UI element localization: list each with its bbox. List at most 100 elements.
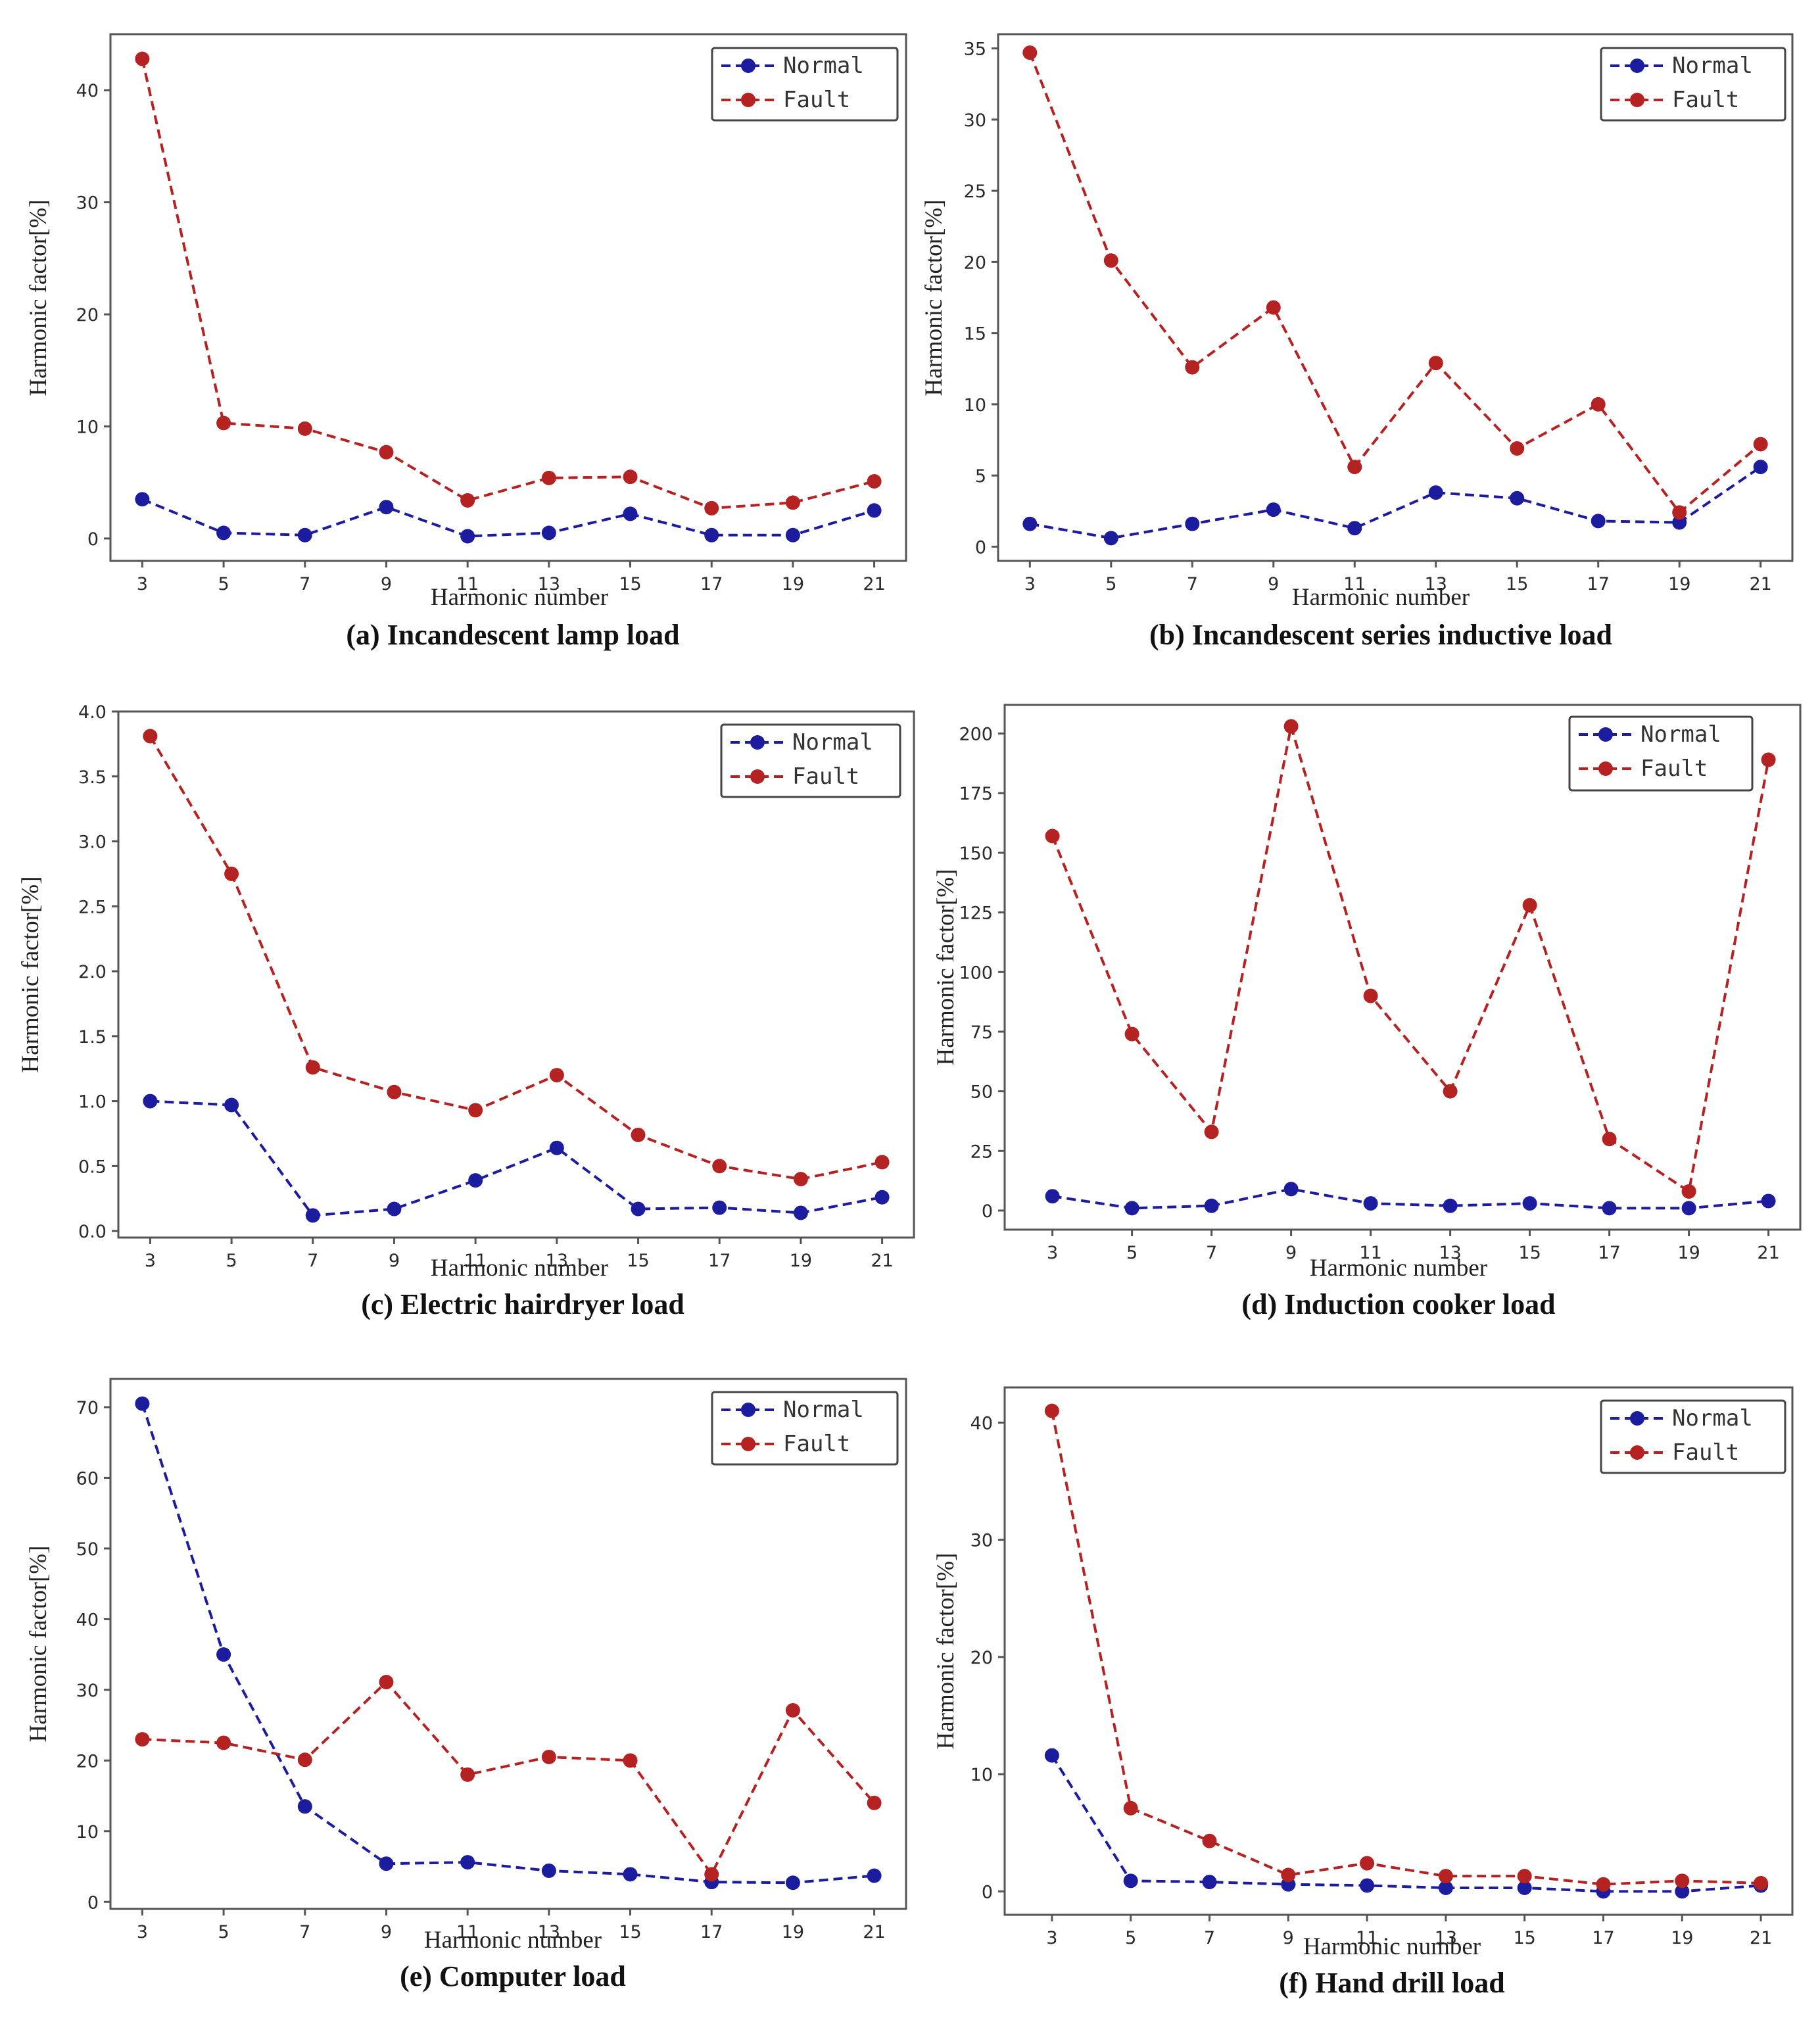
data-point-normal xyxy=(1522,1196,1537,1211)
data-point-normal xyxy=(1347,521,1362,536)
data-point-fault xyxy=(1202,1833,1217,1848)
series-line-fault xyxy=(142,1680,876,1877)
y-tick-label: 125 xyxy=(959,903,993,924)
x-tick-label: 13 xyxy=(1439,1243,1461,1263)
data-point-fault xyxy=(1681,1184,1696,1199)
data-point-fault xyxy=(1438,1869,1453,1884)
data-point-normal xyxy=(785,527,800,542)
data-point-fault xyxy=(1672,505,1687,520)
data-point-fault xyxy=(379,445,394,460)
x-axis-label: Harmonic number xyxy=(424,1927,602,1954)
x-tick-label: 17 xyxy=(1598,1243,1620,1263)
x-tick-label: 19 xyxy=(790,1251,812,1271)
data-point-normal xyxy=(549,1140,564,1155)
x-tick-label: 15 xyxy=(619,574,641,594)
y-tick-label: 30 xyxy=(970,1531,993,1551)
y-tick-label: 50 xyxy=(970,1082,993,1103)
data-point-normal xyxy=(1428,485,1443,500)
legend-marker-fault xyxy=(750,769,765,784)
data-point-fault xyxy=(143,729,158,744)
legend-marker-fault xyxy=(741,93,755,107)
legend-marker-normal xyxy=(741,59,755,73)
data-point-fault xyxy=(135,51,150,66)
data-point-fault xyxy=(460,1767,475,1782)
y-axis-label: Harmonic factor[%] xyxy=(932,869,959,1066)
y-tick-label: 40 xyxy=(76,81,99,101)
legend-marker-normal xyxy=(741,1403,755,1417)
data-point-normal xyxy=(297,1799,312,1814)
y-tick-label: 0.5 xyxy=(78,1157,107,1177)
y-tick-label: 40 xyxy=(970,1413,993,1433)
x-axis-label: Harmonic number xyxy=(1310,1255,1487,1282)
legend-entry-normal: Normal xyxy=(783,53,864,79)
data-point-normal xyxy=(1681,1201,1696,1216)
legend-entry-normal: Normal xyxy=(1640,721,1721,748)
legend-marker-fault xyxy=(741,1437,755,1451)
series-line-fault xyxy=(141,59,875,510)
data-point-normal xyxy=(867,1868,882,1883)
legend-entry-fault: Fault xyxy=(1640,756,1708,782)
data-point-fault xyxy=(1591,397,1606,412)
legend: Normal Fault xyxy=(711,47,899,122)
y-tick-label: 1.5 xyxy=(78,1027,107,1047)
series-line-normal xyxy=(1052,1188,1769,1210)
x-tick-label: 11 xyxy=(1356,1928,1378,1948)
x-axis-label: Harmonic number xyxy=(431,584,608,611)
series-line-normal xyxy=(1051,1754,1761,1893)
data-point-normal xyxy=(1753,460,1768,475)
y-axis-label: Harmonic factor[%] xyxy=(25,1546,52,1743)
data-point-fault xyxy=(216,416,231,431)
data-point-fault xyxy=(1443,1084,1458,1099)
y-tick-label: 100 xyxy=(959,963,993,983)
y-tick-label: 3.5 xyxy=(78,767,107,788)
data-point-normal xyxy=(1438,1881,1453,1896)
y-tick-label: 150 xyxy=(959,844,993,864)
x-tick-label: 9 xyxy=(1285,1243,1297,1263)
data-point-fault xyxy=(704,1867,719,1882)
data-point-normal xyxy=(623,506,638,521)
y-tick-label: 15 xyxy=(964,324,986,345)
data-point-fault xyxy=(1185,360,1200,375)
y-tick-label: 40 xyxy=(76,1610,99,1630)
legend-entry-fault: Fault xyxy=(783,87,850,113)
data-point-normal xyxy=(541,525,556,541)
x-axis-label: Harmonic number xyxy=(431,1255,608,1282)
x-tick-label: 13 xyxy=(538,574,560,594)
data-point-normal xyxy=(623,1867,638,1882)
data-point-normal xyxy=(143,1094,158,1109)
x-tick-label: 15 xyxy=(1506,574,1528,594)
data-point-fault xyxy=(785,1703,800,1718)
data-point-normal xyxy=(305,1208,320,1223)
x-tick-label: 11 xyxy=(1343,574,1366,594)
x-tick-label: 5 xyxy=(218,1922,229,1942)
legend-entry-normal: Normal xyxy=(792,729,873,756)
panel-f: 3 5 7 9 11 13 15 17 19 21 0 10 20 30 40 Harmonic number… xyxy=(932,1386,1794,1999)
y-tick-label: 10 xyxy=(76,1822,99,1842)
y-tick-label: 200 xyxy=(959,725,993,745)
y-tick-label: 0.0 xyxy=(78,1222,107,1242)
y-tick-label: 20 xyxy=(76,1751,99,1771)
data-point-fault xyxy=(297,421,312,436)
x-tick-label: 19 xyxy=(1671,1928,1693,1948)
y-axis-label: Harmonic factor[%] xyxy=(932,1553,959,1750)
x-tick-label: 5 xyxy=(218,574,229,594)
data-point-fault xyxy=(1044,1403,1059,1418)
data-point-fault xyxy=(793,1172,808,1187)
x-tick-label: 9 xyxy=(1268,574,1279,594)
panel-caption: (e) Computer load xyxy=(400,1960,626,1992)
y-tick-label: 0 xyxy=(975,537,986,558)
x-tick-label: 17 xyxy=(708,1251,730,1271)
x-tick-label: 11 xyxy=(456,1922,479,1942)
y-tick-label: 10 xyxy=(964,395,986,416)
series-line-normal xyxy=(141,1403,874,1885)
data-point-normal xyxy=(1443,1198,1458,1213)
x-tick-label: 21 xyxy=(863,574,885,594)
data-point-normal xyxy=(704,527,719,542)
x-tick-label: 17 xyxy=(700,574,723,594)
data-point-fault xyxy=(224,866,239,881)
data-point-fault xyxy=(623,469,638,485)
data-point-fault xyxy=(1103,253,1118,268)
data-point-normal xyxy=(1123,1873,1138,1889)
data-point-fault xyxy=(541,470,556,485)
x-tick-label: 3 xyxy=(145,1251,156,1271)
